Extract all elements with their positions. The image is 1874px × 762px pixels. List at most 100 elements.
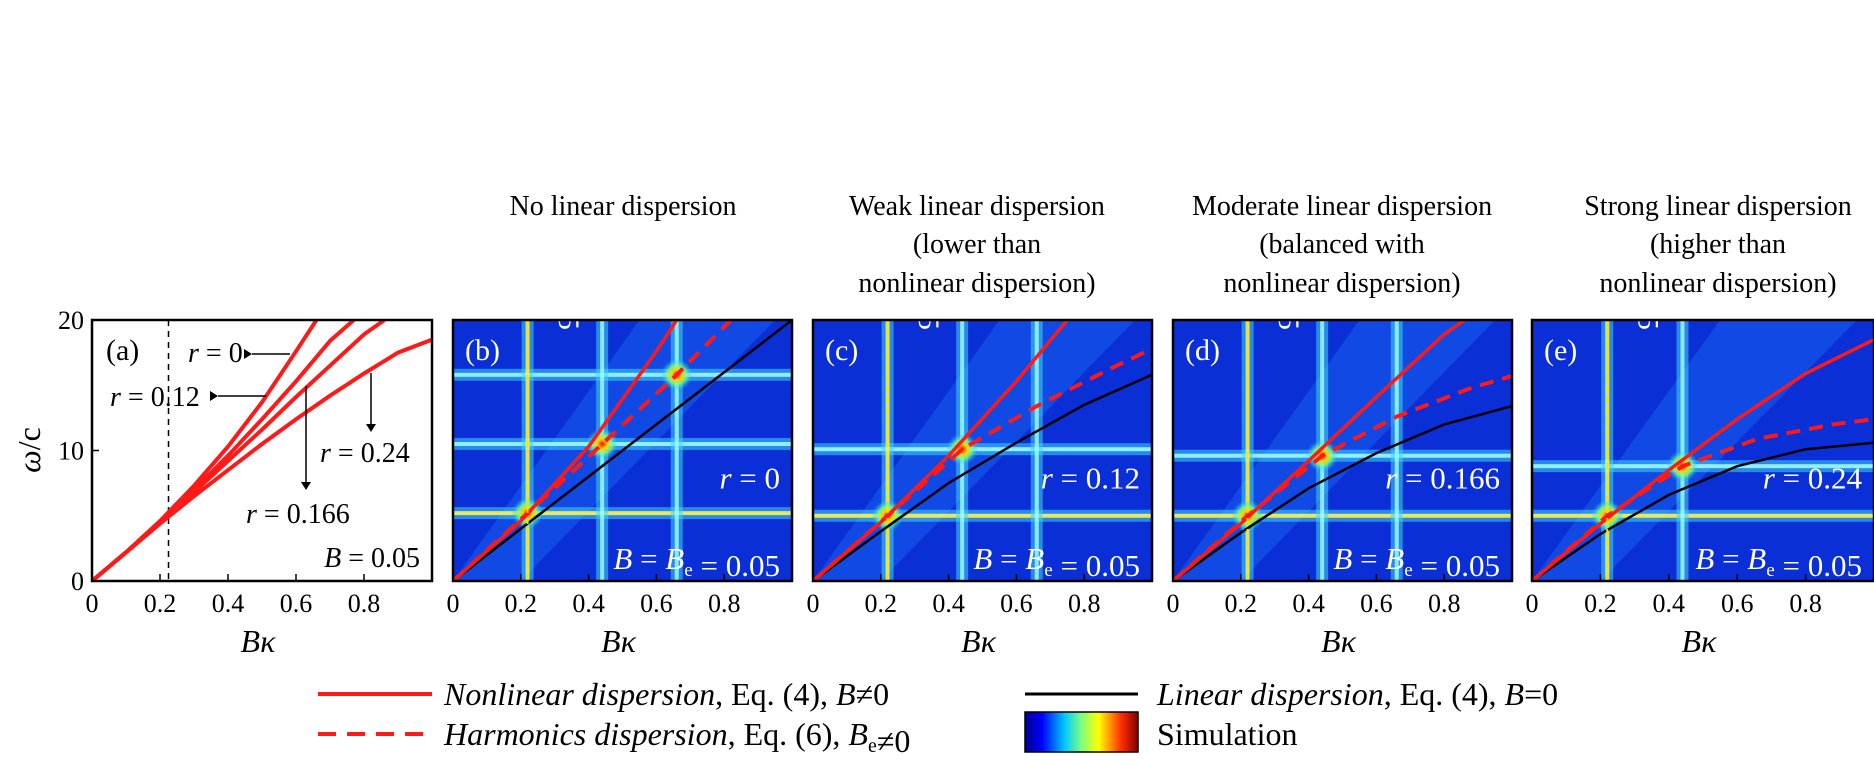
legend-label-harmonics: Harmonics dispersion, Eq. (6), Be≠0	[443, 716, 910, 759]
plot-area	[453, 320, 792, 581]
kappa-e-label: κe = 4.5	[912, 238, 952, 330]
y-tick-label: 0	[71, 567, 84, 596]
x-axis-label: Bκ	[241, 623, 277, 659]
resonance-line-v	[674, 320, 679, 581]
panel-title-line: (balanced with	[1259, 229, 1425, 260]
panel-e: (e) κe = 4.5 r = 0.24 B = Be = 0.05 Strong l…	[1526, 191, 1874, 659]
nonlinear-dispersion-curve	[813, 320, 1069, 581]
kappa-e-label: κe = 4.5	[1272, 238, 1312, 330]
b-value-label: B = 0.05	[324, 543, 420, 574]
nonlinear-dispersion-curve	[1532, 338, 1874, 581]
resonance-line-v	[525, 320, 530, 581]
r-value-label: r = 0.24	[1763, 461, 1863, 496]
panel-label: (c)	[825, 334, 858, 367]
resonance-line-h	[453, 372, 792, 377]
panel-title-line: nonlinear dispersion)	[1599, 268, 1836, 299]
b-value-label: B = Be = 0.05	[1695, 541, 1862, 583]
x-tick-label: 0.8	[348, 589, 381, 618]
axes-frame	[1171, 318, 1514, 583]
panel-label: (e)	[1544, 334, 1577, 367]
x-tick-label: 0.6	[1000, 589, 1033, 618]
x-axis-label: Bκ	[1682, 623, 1718, 659]
plot-area	[1173, 320, 1512, 581]
panel-label: (d)	[1185, 334, 1220, 367]
axes-frame	[90, 318, 434, 583]
r-value-label: r = 0	[719, 461, 780, 496]
x-tick-label: 0.4	[212, 589, 245, 618]
panel-title-line: (lower than	[913, 229, 1041, 260]
resonance-line-v	[1245, 320, 1250, 581]
annotation-r0166: r = 0.166	[246, 499, 350, 530]
panel-title-line: No linear dispersion	[509, 191, 736, 222]
x-tick-label: 0	[447, 589, 460, 618]
x-tick-label: 0.8	[1068, 589, 1101, 618]
x-tick-label: 0.6	[280, 589, 313, 618]
resonance-line-h	[1532, 464, 1874, 469]
resonance-line-h	[813, 447, 1152, 452]
linear-dispersion-curve	[1173, 404, 1512, 581]
resonance-line-h	[1173, 453, 1512, 458]
x-tick-label: 0.2	[1584, 589, 1617, 618]
linear-dispersion-curve	[1532, 441, 1874, 581]
plot-area	[813, 320, 1152, 581]
resonance-line-h	[453, 511, 792, 516]
legend-label-linear: Linear dispersion, Eq. (4), B=0	[1156, 676, 1558, 712]
harmonics-dispersion-curve	[453, 320, 733, 581]
panel-title-line: nonlinear dispersion)	[1223, 268, 1460, 299]
x-tick-label: 0.6	[640, 589, 673, 618]
resonance-line-v	[1394, 320, 1399, 581]
x-tick-label: 0.2	[144, 589, 177, 618]
r-value-label: r = 0.166	[1385, 461, 1500, 496]
resonance-line-v	[1605, 320, 1610, 581]
resonance-hotspot	[946, 433, 979, 466]
axes-frame	[811, 318, 1154, 583]
x-tick-label: 0.4	[1292, 589, 1325, 618]
plot-background	[92, 320, 432, 581]
resonance-line-h	[1173, 513, 1512, 518]
nonlinear-dispersion-curve	[1173, 320, 1466, 581]
x-tick-label: 0.8	[708, 589, 741, 618]
kappa-e-label: κe = 4.5	[552, 238, 592, 330]
y-tick-label: 20	[58, 306, 84, 335]
b-value-label: B = Be = 0.05	[973, 541, 1140, 583]
panel-title-line: nonlinear dispersion)	[858, 268, 1095, 299]
y-tick-label: 10	[58, 437, 84, 466]
panel-title-line: Weak linear dispersion	[849, 191, 1105, 222]
axes-frame	[1530, 318, 1874, 583]
x-tick-label: 0.6	[1360, 589, 1393, 618]
x-tick-label: 0.8	[1428, 589, 1461, 618]
legend-label-simulation: Simulation	[1157, 716, 1297, 752]
resonance-line-v	[1034, 320, 1039, 581]
figure-legend: Nonlinear dispersion, Eq. (4), B≠0 Harmon…	[318, 676, 1558, 759]
annotation-arrowhead	[210, 391, 218, 401]
annotation-arrowhead	[366, 424, 376, 432]
x-tick-label: 0.2	[865, 589, 898, 618]
annotation-r012: r = 0.12	[110, 382, 200, 413]
series-line	[92, 337, 432, 581]
b-value-label: B = Be = 0.05	[613, 541, 780, 583]
kappa-e-label: κe = 4.5	[1632, 238, 1672, 330]
legend-swatch-simulation	[1024, 711, 1139, 753]
panel-c: (c) κe = 4.5 r = 0.12 B = Be = 0.05 Weak lin…	[807, 191, 1154, 659]
x-tick-label: 0.4	[1653, 589, 1686, 618]
x-axis-label: Bκ	[1321, 623, 1357, 659]
annotation-arrowhead	[244, 349, 252, 359]
x-axis-label: Bκ	[961, 623, 997, 659]
panel-title-line: (higher than	[1650, 229, 1786, 260]
x-tick-label: 0.4	[572, 589, 605, 618]
legend-label-nonlinear: Nonlinear dispersion, Eq. (4), B≠0	[443, 676, 889, 712]
r-value-label: r = 0.12	[1041, 461, 1140, 496]
x-tick-label: 0	[86, 589, 99, 618]
x-tick-label: 0.8	[1789, 589, 1822, 618]
x-tick-label: 0.2	[1225, 589, 1258, 618]
plot-area	[92, 320, 432, 581]
plot-area	[1532, 320, 1874, 581]
panel-title-line: Strong linear dispersion	[1584, 191, 1852, 222]
x-tick-label: 0	[1526, 589, 1539, 618]
panel-title-line: Moderate linear dispersion	[1192, 191, 1492, 222]
x-tick-label: 0.6	[1721, 589, 1754, 618]
panel-a: (a) r = 0 r = 0.12 r = 0.24 r = 0.166 B = 0.0…	[11, 306, 434, 659]
y-axis-label: ω/c	[11, 427, 47, 473]
resonance-line-v	[885, 320, 890, 581]
